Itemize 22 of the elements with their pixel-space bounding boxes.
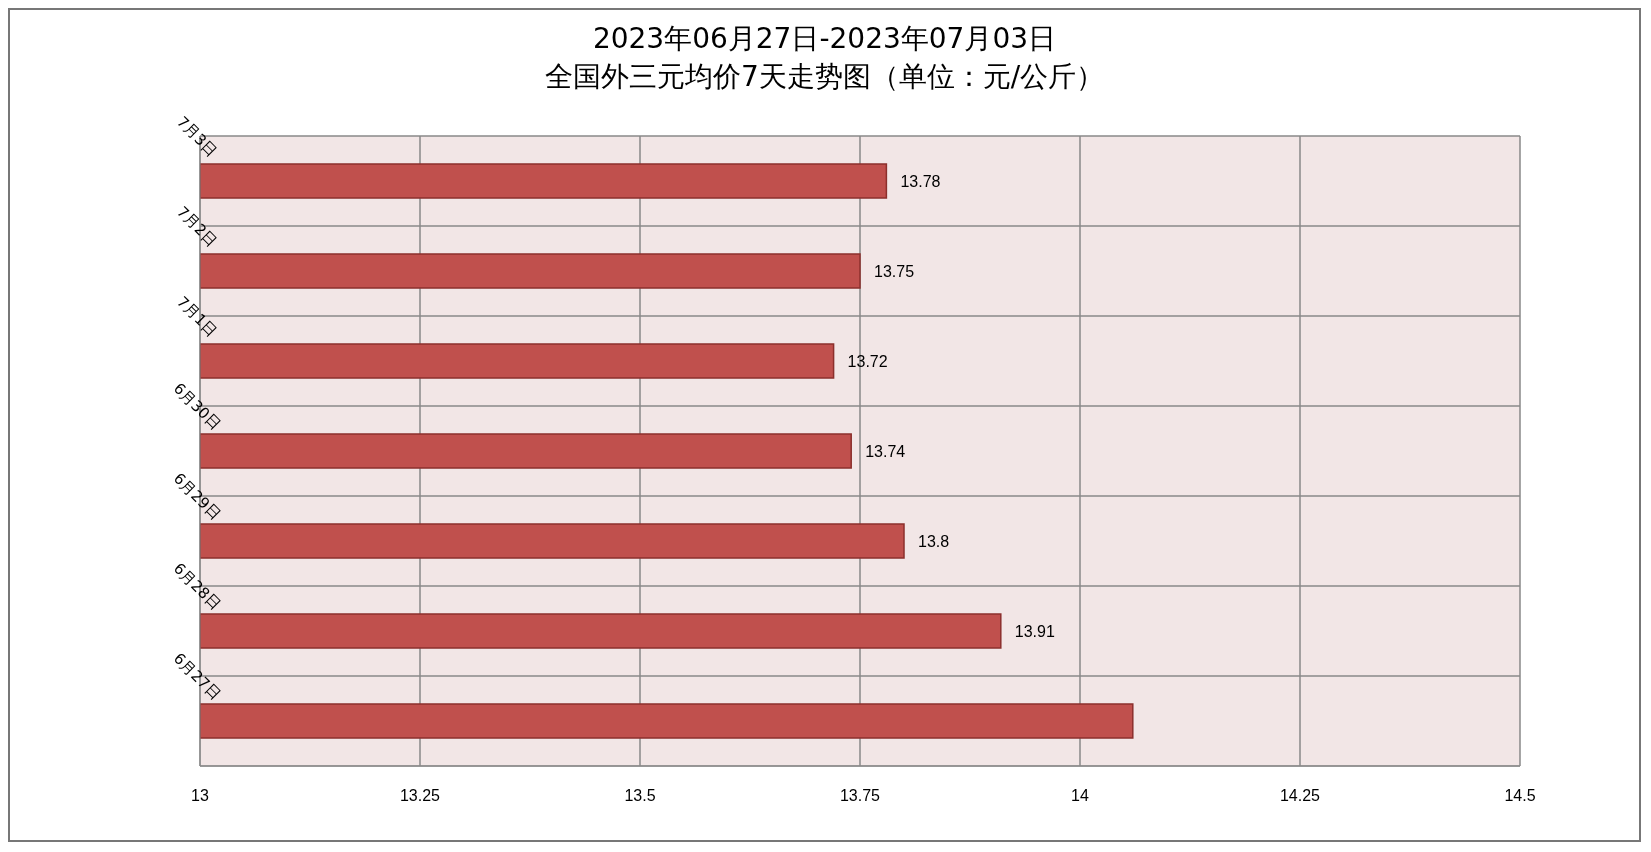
x-tick-label: 14.25 xyxy=(1279,787,1321,805)
y-tick-label: 6月29日 xyxy=(169,469,225,524)
x-tick-label: 13.75 xyxy=(839,787,881,805)
y-tick-label: 7月3日 xyxy=(173,112,221,161)
x-tick-label: 14 xyxy=(1071,787,1089,805)
chart-title: 2023年06月27日-2023年07月03日 xyxy=(591,21,1058,57)
data-label: 13.75 xyxy=(874,262,915,280)
x-tick-label: 13.25 xyxy=(399,787,441,805)
y-tick-label: 6月27日 xyxy=(169,649,225,704)
x-tick-label: 13.5 xyxy=(624,787,656,805)
data-label: 13.78 xyxy=(900,172,941,190)
data-label: 13.72 xyxy=(847,352,888,370)
x-tick-label: 14.5 xyxy=(1504,787,1536,805)
y-tick-label: 7月1日 xyxy=(173,292,221,341)
data-label: 13.91 xyxy=(1014,622,1055,640)
y-tick-label: 6月28日 xyxy=(169,559,225,614)
y-tick-label: 7月2日 xyxy=(173,202,221,251)
data-label: 13.8 xyxy=(918,532,950,550)
chart-subtitle: 全国外三元均价7天走势图（单位：元/公斤） xyxy=(543,59,1106,95)
data-label: 13.74 xyxy=(865,442,906,460)
y-tick-label: 6月30日 xyxy=(169,379,225,434)
x-tick-label: 13 xyxy=(191,787,209,805)
